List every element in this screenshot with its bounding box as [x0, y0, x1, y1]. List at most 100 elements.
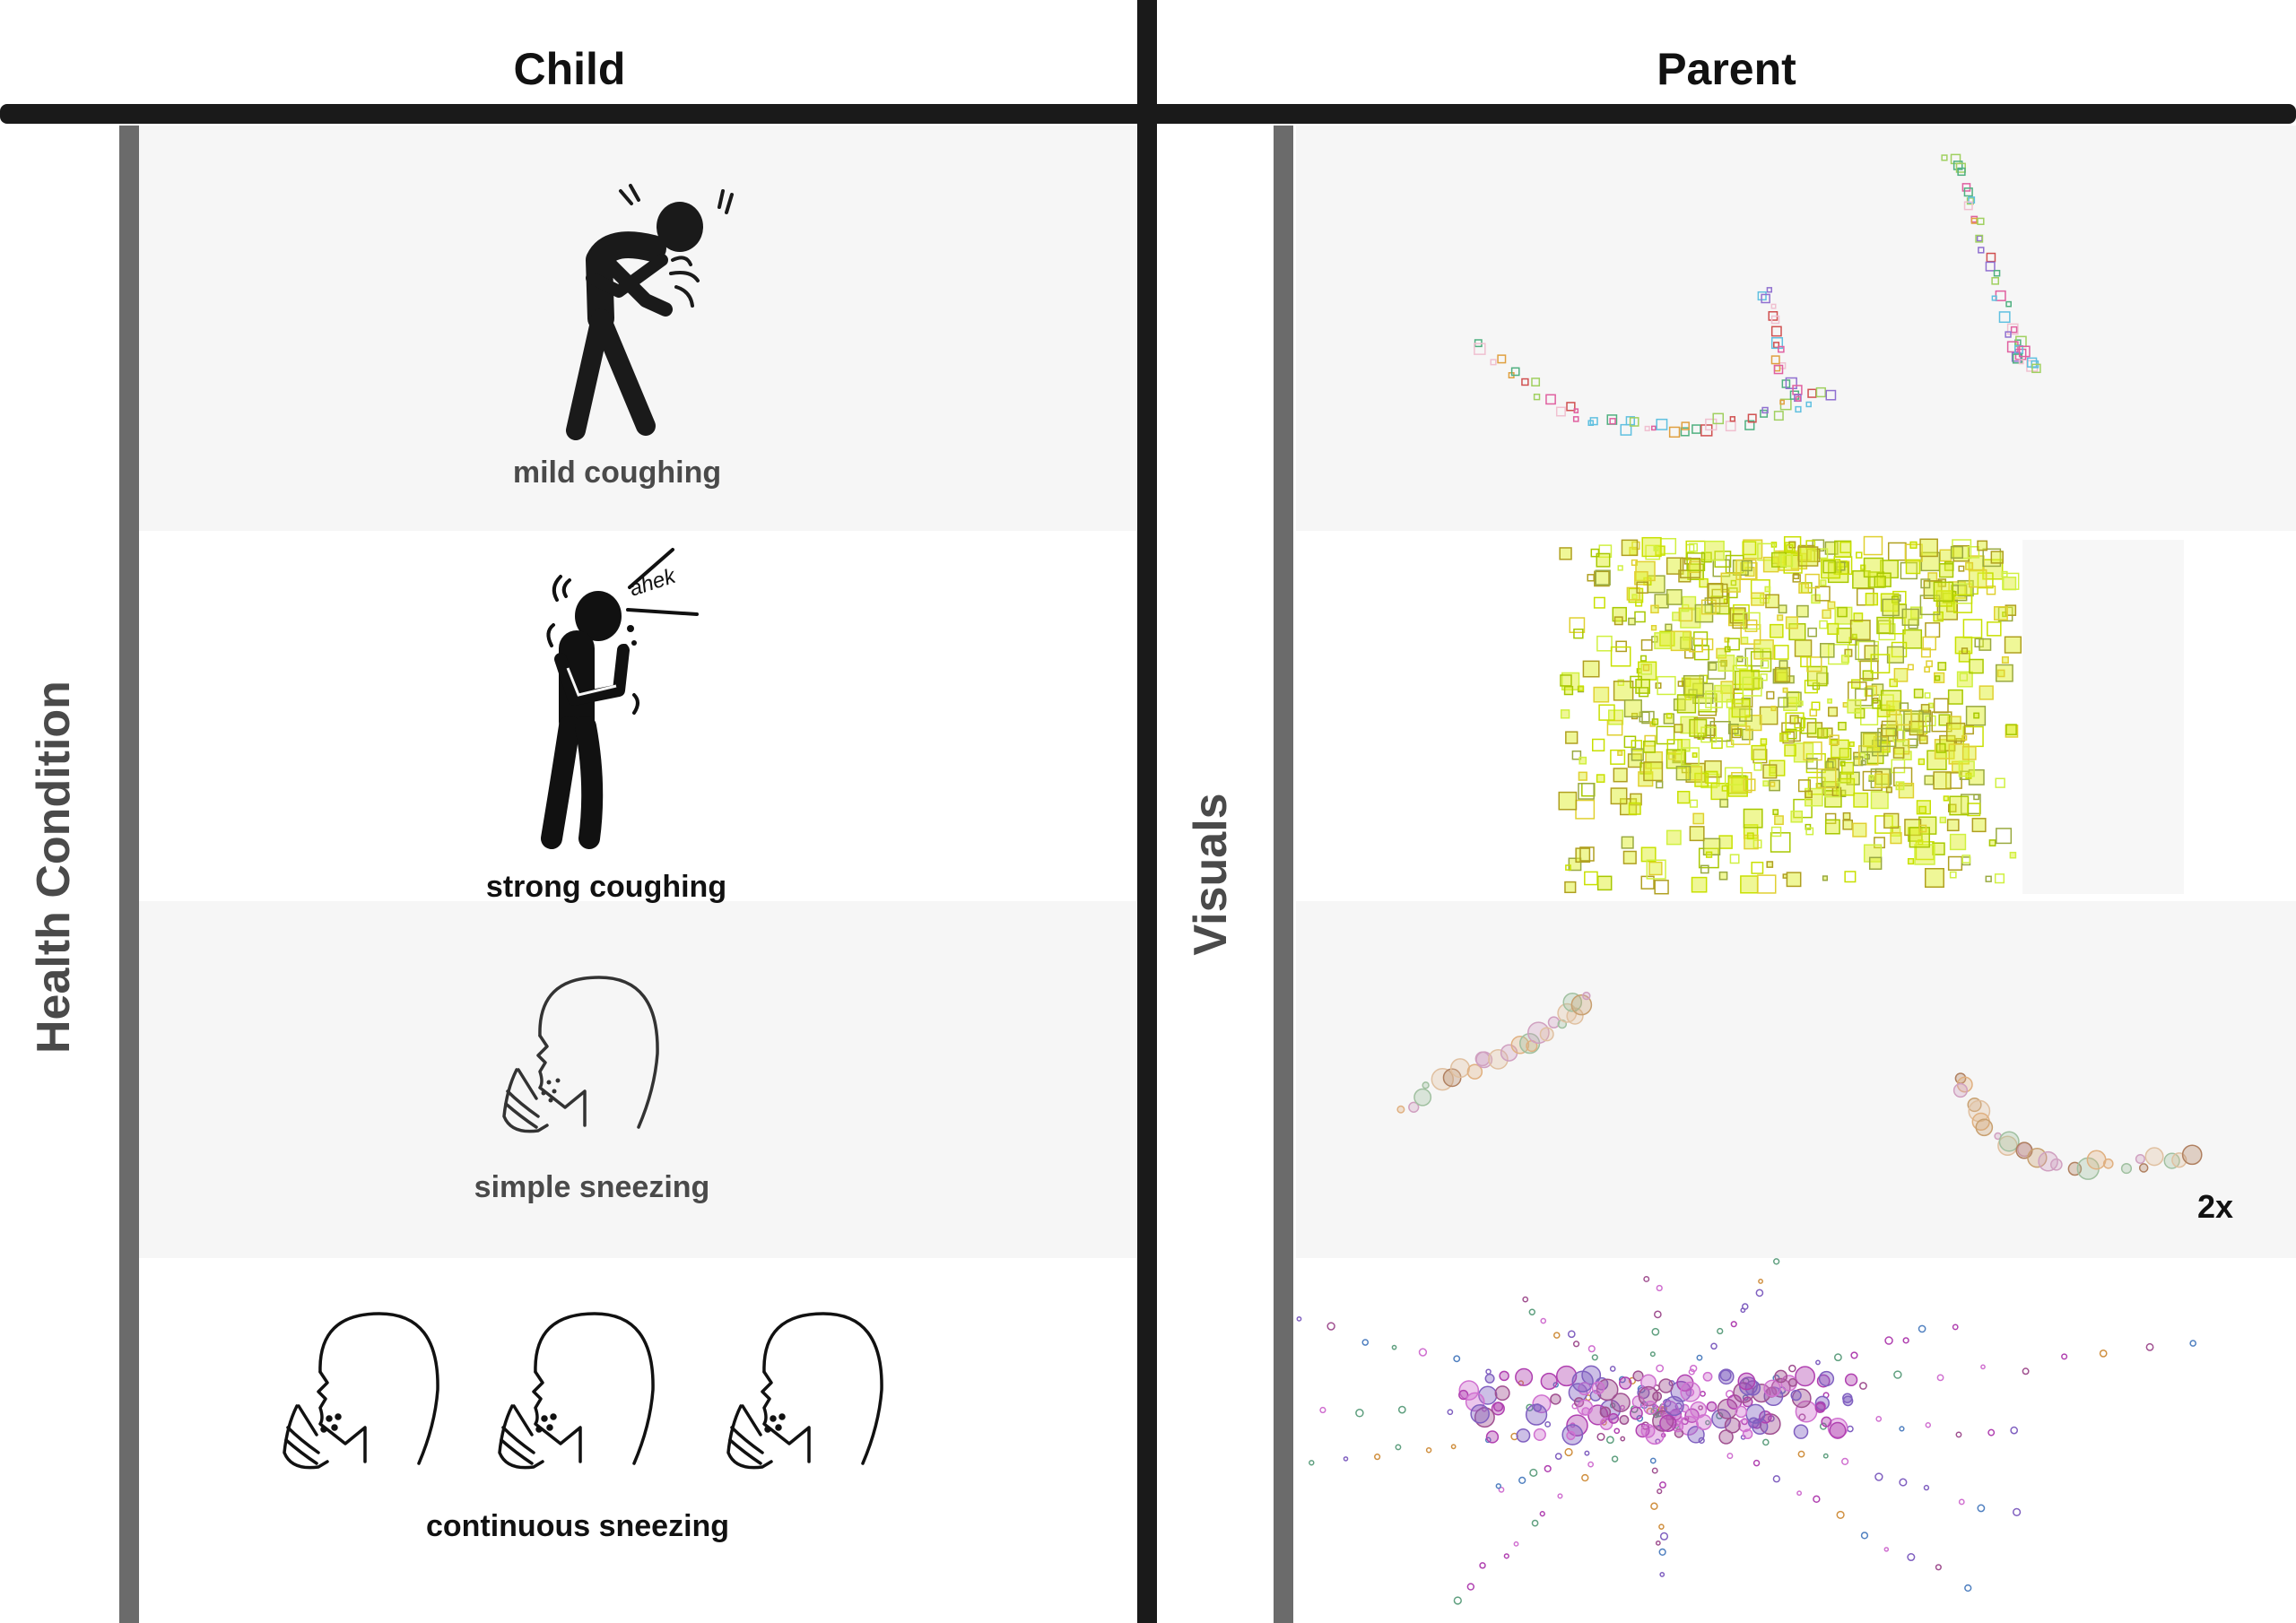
particle [1979, 638, 1992, 651]
particle [1895, 781, 1905, 791]
particle [1991, 295, 1997, 301]
particle [1970, 217, 1978, 224]
particle [1640, 846, 1657, 863]
particle [1397, 1405, 1406, 1414]
particle [1545, 394, 1556, 405]
particle [1995, 777, 2005, 788]
particle [1862, 670, 1874, 681]
particle [1656, 418, 1668, 430]
particle [1656, 781, 1664, 789]
particle [1724, 1417, 1741, 1434]
particle [1793, 573, 1800, 579]
row-band-mild-coughing [139, 126, 1136, 531]
particle [1418, 1348, 1428, 1357]
particle [1704, 540, 1725, 561]
particle [1950, 545, 1964, 559]
particle [1842, 812, 1851, 820]
particle [1882, 598, 1900, 617]
particle [1609, 1366, 1616, 1372]
particle [1920, 647, 1931, 658]
particle [1977, 540, 1988, 551]
particle [1395, 1444, 1402, 1451]
particle [1842, 820, 1853, 830]
particle [1797, 1450, 1805, 1458]
particle [2018, 359, 2024, 365]
particle [1649, 1351, 1656, 1358]
particle [1567, 1330, 1576, 1339]
particle [1591, 738, 1605, 752]
particle [1773, 645, 1789, 660]
particle [1834, 540, 1852, 558]
caption-strong-coughing: strong coughing [485, 870, 727, 904]
particle [1374, 1454, 1381, 1461]
particle [1450, 1444, 1457, 1450]
particle [1939, 816, 1947, 824]
particle [1842, 702, 1848, 708]
particle [1743, 778, 1756, 792]
particle [1729, 416, 1735, 422]
particle [1687, 1426, 1705, 1444]
particle [1821, 559, 1841, 579]
particle [1770, 315, 1780, 325]
particle [1584, 1450, 1590, 1456]
particle [1653, 545, 1659, 551]
particle [1571, 1370, 1594, 1393]
particle [1822, 1453, 1829, 1459]
particle [1958, 760, 1975, 777]
particle [1844, 1373, 1858, 1387]
particle [1698, 1405, 1703, 1410]
particle [1766, 287, 1772, 293]
particle [1952, 594, 1973, 613]
visual-continuous-sneezing [1296, 1258, 2196, 1605]
particle [1571, 750, 1582, 760]
visual-simple-sneezing [1396, 991, 2203, 1180]
particle [1646, 859, 1666, 880]
particle [1773, 342, 1780, 349]
particle [1753, 639, 1774, 660]
particle [1686, 552, 1706, 571]
particle [2031, 363, 2041, 374]
particle [1816, 1374, 1831, 1388]
particle [1847, 1425, 1854, 1433]
particle [1863, 535, 1883, 556]
particle [1700, 1390, 1706, 1397]
particle [1572, 1341, 1580, 1348]
particle [1790, 1389, 1802, 1402]
particle [1868, 856, 1883, 870]
particle [1622, 850, 1637, 864]
particle [1689, 1364, 1698, 1373]
particle [1996, 669, 2005, 678]
particle [1794, 639, 1813, 657]
particle [1956, 671, 1973, 688]
particle [1993, 606, 2008, 621]
particle [1658, 1378, 1674, 1393]
particle [1785, 712, 1805, 732]
particle [1680, 557, 1701, 578]
particle [1825, 760, 1834, 770]
particle [1711, 737, 1723, 750]
particle [1907, 664, 1914, 671]
particle [1706, 1401, 1718, 1412]
particle [1692, 424, 1701, 434]
particle [1766, 690, 1775, 699]
particle [1774, 666, 1791, 683]
particle [1779, 554, 1794, 568]
particle [1668, 1380, 1675, 1386]
particle [1961, 734, 1968, 741]
particle [1343, 1456, 1349, 1462]
particle [1718, 1429, 1734, 1445]
particle [1742, 676, 1762, 697]
particle [1510, 367, 1520, 377]
particle [1919, 595, 1941, 616]
particle [1578, 756, 1587, 765]
particle [1874, 576, 1886, 588]
particle [1963, 187, 1973, 197]
particle [1920, 704, 1930, 713]
particle [1563, 685, 1574, 696]
particle [1575, 799, 1596, 820]
particle [1422, 1081, 1430, 1089]
particle [1665, 712, 1673, 719]
particle [1986, 252, 1996, 263]
particle [1681, 421, 1690, 430]
particle [2181, 1144, 2203, 1166]
